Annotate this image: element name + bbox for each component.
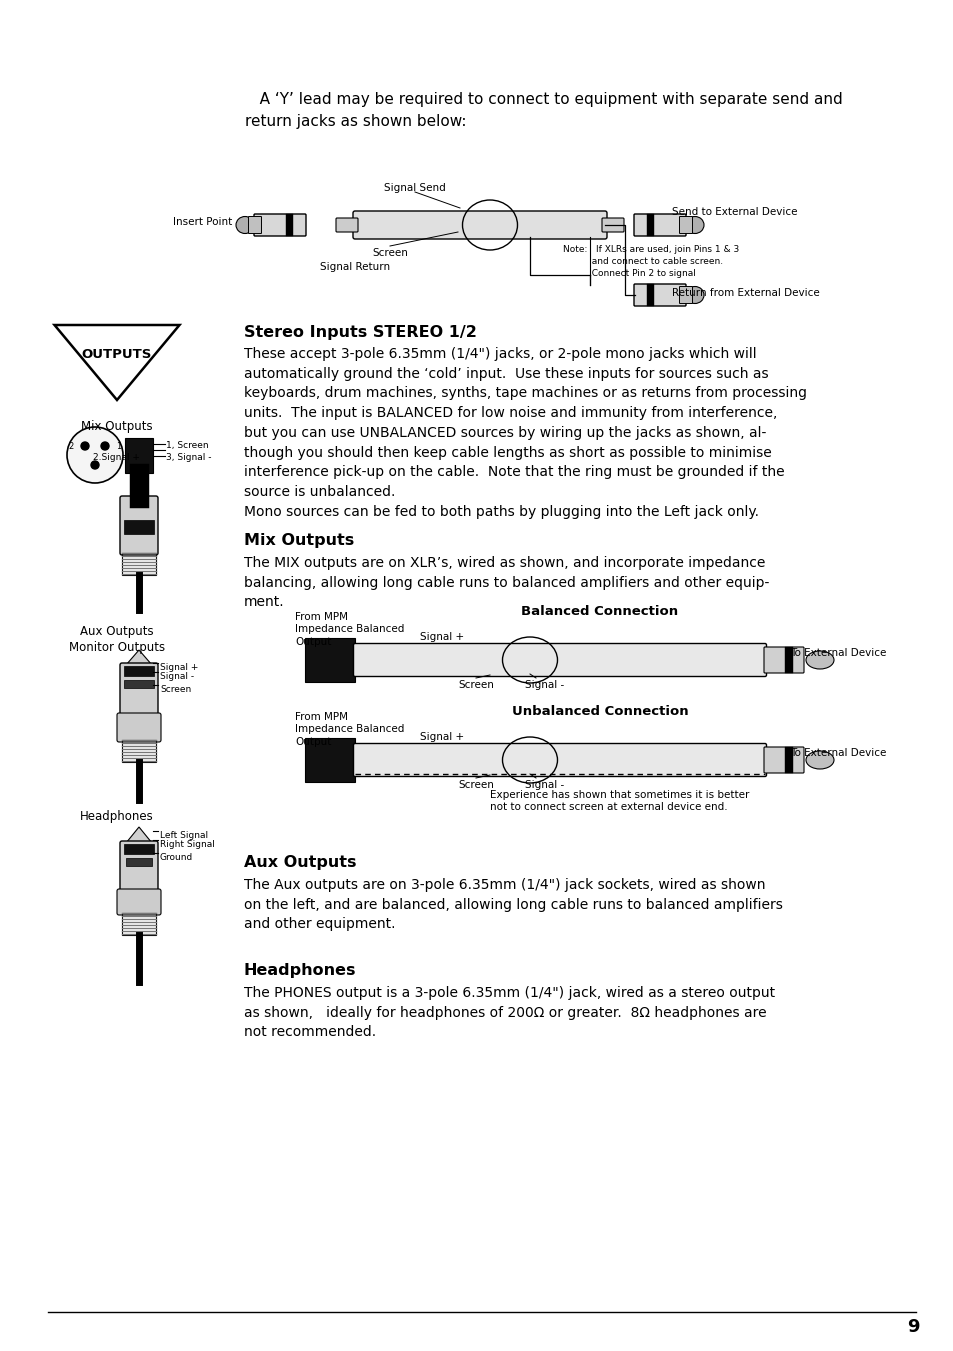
- Bar: [124, 520, 153, 534]
- Text: Screen: Screen: [160, 685, 191, 694]
- Text: Signal Send: Signal Send: [384, 182, 445, 193]
- FancyBboxPatch shape: [354, 743, 765, 777]
- Bar: [126, 858, 152, 866]
- Text: OUTPUTS: OUTPUTS: [82, 349, 152, 361]
- Text: Ground: Ground: [160, 852, 193, 862]
- FancyBboxPatch shape: [120, 663, 158, 717]
- FancyBboxPatch shape: [763, 647, 803, 673]
- Circle shape: [67, 427, 123, 484]
- Text: From MPM
Impedance Balanced
Output: From MPM Impedance Balanced Output: [294, 612, 404, 647]
- FancyBboxPatch shape: [120, 496, 158, 555]
- Text: From MPM
Impedance Balanced
Output: From MPM Impedance Balanced Output: [294, 712, 404, 747]
- Polygon shape: [126, 827, 152, 843]
- Text: These accept 3-pole 6.35mm (1/4") jacks, or 2-pole mono jacks which will
automat: These accept 3-pole 6.35mm (1/4") jacks,…: [244, 347, 806, 519]
- Bar: [122, 913, 156, 935]
- Text: Return from External Device: Return from External Device: [671, 288, 819, 299]
- Text: Send to External Device: Send to External Device: [671, 207, 797, 218]
- Text: 9: 9: [906, 1319, 919, 1336]
- Text: Stereo Inputs STEREO 1/2: Stereo Inputs STEREO 1/2: [244, 326, 476, 340]
- FancyBboxPatch shape: [117, 713, 161, 742]
- Bar: [124, 680, 153, 688]
- FancyBboxPatch shape: [253, 213, 306, 236]
- Bar: [125, 438, 152, 473]
- Text: Unbalanced Connection: Unbalanced Connection: [511, 705, 688, 717]
- Ellipse shape: [235, 216, 253, 234]
- FancyBboxPatch shape: [763, 747, 803, 773]
- Text: Signal +: Signal +: [419, 732, 464, 742]
- Text: The PHONES output is a 3-pole 6.35mm (1/4") jack, wired as a stereo output
as sh: The PHONES output is a 3-pole 6.35mm (1/…: [244, 986, 774, 1039]
- Text: Headphones: Headphones: [244, 963, 356, 978]
- Bar: [122, 553, 156, 576]
- Text: To External Device: To External Device: [789, 748, 885, 758]
- FancyBboxPatch shape: [679, 286, 692, 304]
- Text: Experience has shown that sometimes it is better
not to connect screen at extern: Experience has shown that sometimes it i…: [490, 790, 749, 812]
- Text: Note:   If XLRs are used, join Pins 1 & 3
          and connect to cable screen.: Note: If XLRs are used, join Pins 1 & 3 …: [562, 245, 739, 277]
- Text: 1: 1: [116, 442, 121, 451]
- FancyBboxPatch shape: [248, 216, 261, 234]
- Text: Screen: Screen: [457, 780, 494, 790]
- Circle shape: [91, 461, 99, 469]
- Text: A ‘Y’ lead may be required to connect to equipment with separate send and
return: A ‘Y’ lead may be required to connect to…: [245, 92, 841, 128]
- Bar: [122, 740, 156, 762]
- Text: Screen: Screen: [457, 680, 494, 690]
- Bar: [646, 213, 654, 236]
- Text: Mix Outputs: Mix Outputs: [81, 420, 152, 434]
- Ellipse shape: [685, 286, 703, 304]
- FancyBboxPatch shape: [335, 218, 357, 232]
- FancyBboxPatch shape: [679, 216, 692, 234]
- Text: Insert Point: Insert Point: [172, 218, 232, 227]
- FancyBboxPatch shape: [117, 889, 161, 915]
- Text: Headphones: Headphones: [80, 811, 153, 823]
- Bar: [124, 844, 153, 854]
- Text: Mix Outputs: Mix Outputs: [244, 534, 354, 549]
- Text: To External Device: To External Device: [789, 648, 885, 658]
- Text: Signal -: Signal -: [525, 680, 564, 690]
- Text: Signal Return: Signal Return: [319, 262, 390, 272]
- FancyBboxPatch shape: [354, 643, 765, 677]
- FancyBboxPatch shape: [120, 842, 158, 893]
- FancyBboxPatch shape: [601, 218, 623, 232]
- Text: 2.Signal +: 2.Signal +: [93, 453, 140, 462]
- FancyBboxPatch shape: [353, 211, 606, 239]
- Text: Signal -: Signal -: [160, 671, 193, 681]
- Bar: [784, 647, 792, 673]
- Polygon shape: [126, 650, 152, 665]
- Text: Balanced Connection: Balanced Connection: [521, 605, 678, 617]
- Bar: [124, 666, 153, 676]
- Text: Aux Outputs
Monitor Outputs: Aux Outputs Monitor Outputs: [69, 626, 165, 654]
- Ellipse shape: [805, 651, 833, 669]
- Ellipse shape: [805, 751, 833, 769]
- FancyBboxPatch shape: [634, 213, 685, 236]
- FancyBboxPatch shape: [634, 284, 685, 305]
- Circle shape: [81, 442, 89, 450]
- Text: The MIX outputs are on XLR’s, wired as shown, and incorporate impedance
balancin: The MIX outputs are on XLR’s, wired as s…: [244, 557, 768, 609]
- Ellipse shape: [685, 216, 703, 234]
- Text: 2: 2: [69, 442, 73, 451]
- Text: Signal +: Signal +: [160, 663, 198, 671]
- Bar: [646, 284, 654, 305]
- Bar: [286, 213, 293, 236]
- Text: Signal -: Signal -: [525, 780, 564, 790]
- Circle shape: [101, 442, 109, 450]
- Text: 1, Screen: 1, Screen: [166, 440, 209, 450]
- Text: Aux Outputs: Aux Outputs: [244, 855, 356, 870]
- Polygon shape: [54, 326, 179, 400]
- Bar: [784, 747, 792, 773]
- Text: The Aux outputs are on 3-pole 6.35mm (1/4") jack sockets, wired as shown
on the : The Aux outputs are on 3-pole 6.35mm (1/…: [244, 878, 782, 931]
- Bar: [305, 738, 355, 782]
- Text: 3, Signal -: 3, Signal -: [166, 453, 212, 462]
- Text: 3: 3: [92, 461, 97, 470]
- Text: Left Signal: Left Signal: [160, 831, 208, 840]
- Text: Right Signal: Right Signal: [160, 840, 214, 848]
- Bar: [305, 638, 355, 682]
- Text: Signal +: Signal +: [419, 632, 464, 642]
- Text: Screen: Screen: [372, 249, 408, 258]
